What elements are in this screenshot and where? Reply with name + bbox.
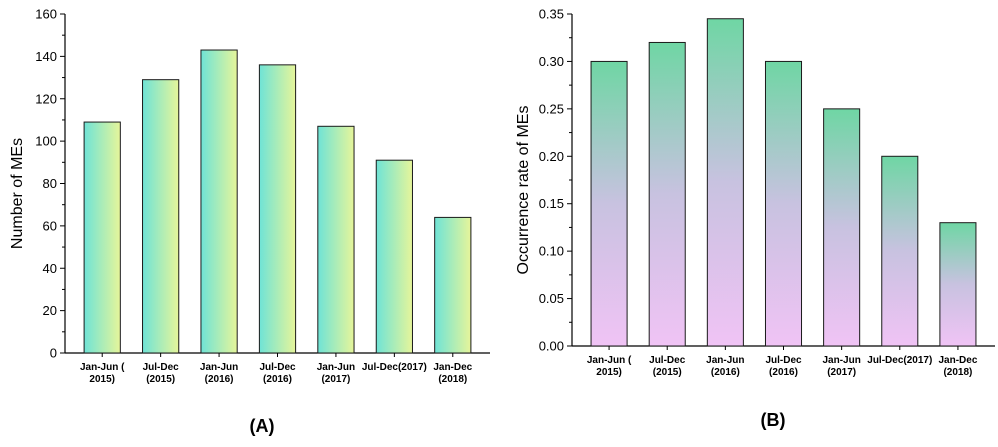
bar xyxy=(881,155,919,347)
x-tick-label: Jan-Jun (2016) xyxy=(200,362,238,385)
chart-b: 0.00 0.05 0.10 0.15 0.20 0.25 0.30 0.35 Jan-Jun … xyxy=(515,7,995,430)
y-tick-label: 0.00 xyxy=(539,339,564,354)
x-tick-label: Jan-Jun (2016) xyxy=(706,355,744,378)
y-tick-label: 0.25 xyxy=(539,101,564,116)
x-tick-label: Jul-Dec (2016) xyxy=(765,355,802,378)
y-tick-label: 120 xyxy=(35,91,57,106)
x-tick-label: Jul-Dec (2015) xyxy=(143,362,180,385)
bar xyxy=(317,125,355,354)
x-tick-label: Jul-Dec(2017) xyxy=(867,355,932,366)
chart-a: 0 20 40 60 80 100 120 140 160 Jan-Jun (2015) Jul-D… xyxy=(9,7,490,436)
y-tick-label: 0.10 xyxy=(539,244,564,259)
y-tick-label: 40 xyxy=(43,261,57,276)
x-tick-label: Jan-Dec (2018) xyxy=(938,355,977,378)
bar xyxy=(83,121,121,354)
y-axis-label: Number of MEs xyxy=(9,138,26,249)
x-tick-label: Jul-Dec(2017) xyxy=(362,362,427,373)
y-tick-label: 0.20 xyxy=(539,149,564,164)
y-tick-label: 0 xyxy=(50,346,57,361)
y-tick-label: 80 xyxy=(43,176,57,191)
bar xyxy=(939,222,977,347)
y-tick-label: 140 xyxy=(35,49,57,64)
x-tick-label: Jan-Dec (2018) xyxy=(433,362,472,385)
bar xyxy=(706,18,744,347)
y-tick-label: 20 xyxy=(43,303,57,318)
y-tick-label: 100 xyxy=(35,134,57,149)
y-tick-label: 0.15 xyxy=(539,196,564,211)
bar xyxy=(375,159,413,354)
bar xyxy=(648,41,686,347)
bar xyxy=(823,108,861,347)
bar xyxy=(258,64,297,354)
panel-label: (A) xyxy=(250,416,275,436)
x-tick-label: Jul-Dec (2016) xyxy=(259,362,296,385)
bar xyxy=(142,79,180,354)
x-tick-label: Jan-Jun (2015) xyxy=(80,362,125,385)
y-tick-label: 60 xyxy=(43,218,57,233)
x-tick-label: Jan-Jun (2015) xyxy=(587,355,632,378)
y-tick-label: 160 xyxy=(35,7,57,22)
y-tick-label: 0.35 xyxy=(539,7,564,22)
panel-label: (B) xyxy=(761,410,786,430)
bar xyxy=(764,60,803,347)
x-tick-label: Jan-Jun (2017) xyxy=(317,362,355,385)
bar xyxy=(590,60,628,347)
x-tick-label: Jan-Jun (2017) xyxy=(822,355,860,378)
y-tick-label: 0.05 xyxy=(539,291,564,306)
y-tick-label: 0.30 xyxy=(539,54,564,69)
y-axis-label: Occurrence rate of MEs xyxy=(515,106,532,275)
bar xyxy=(200,49,238,354)
bar xyxy=(434,216,472,354)
x-tick-label: Jul-Dec (2015) xyxy=(649,355,686,378)
